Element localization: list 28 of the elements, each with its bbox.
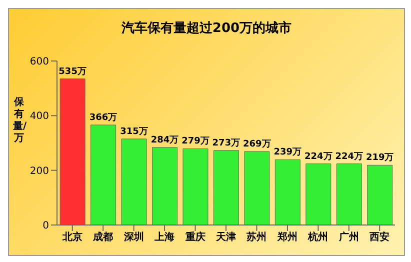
- x-tick-label: 深圳: [122, 231, 144, 244]
- data-label: 279万: [182, 136, 210, 147]
- x-tick-label: 杭州: [307, 231, 328, 244]
- data-label: 224万: [304, 152, 332, 162]
- x-tick-label: 北京: [61, 231, 82, 244]
- y-tick-label: 400: [30, 111, 49, 122]
- chart-title: 汽车保有量超过200万的城市: [120, 20, 293, 38]
- data-label: 284万: [150, 135, 179, 146]
- x-tick-label: 天津: [215, 231, 236, 244]
- data-label: 315万: [120, 126, 148, 137]
- x-tick-label: 成都: [92, 231, 114, 244]
- x-tick-label: 苏州: [246, 231, 267, 244]
- data-label: 535万: [58, 66, 86, 77]
- x-tick-label: 广州: [338, 231, 359, 244]
- y-tick-label: 600: [30, 56, 49, 68]
- data-label: 224万: [335, 152, 364, 162]
- data-label: 273万: [212, 138, 240, 148]
- y-tick-label: 200: [30, 166, 49, 177]
- x-tick-label: 重庆: [184, 231, 206, 244]
- y-axis-title: 保有量/万: [13, 97, 27, 145]
- data-label: 269万: [243, 139, 271, 150]
- y-tick-label: 0: [42, 220, 49, 232]
- x-tick-label: 上海: [154, 231, 175, 244]
- x-tick-label: 西安: [368, 231, 390, 244]
- data-label: 219万: [366, 153, 394, 164]
- data-label: 239万: [274, 148, 302, 158]
- x-tick-label: 郑州: [276, 231, 298, 244]
- data-label: 366万: [89, 112, 118, 123]
